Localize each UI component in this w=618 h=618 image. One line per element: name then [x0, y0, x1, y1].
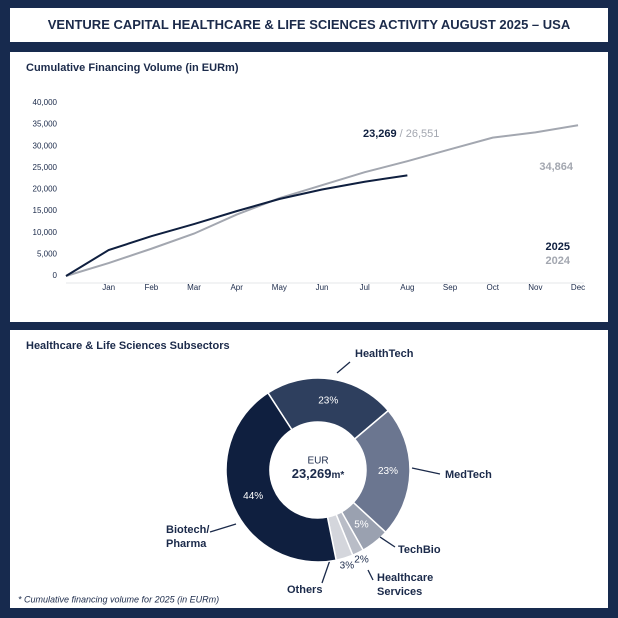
center-value: 23,269m* [292, 466, 345, 481]
series-line [65, 124, 579, 277]
x-tick-label: Apr [230, 283, 243, 292]
footnote: * Cumulative financing volume for 2025 (… [18, 594, 219, 604]
chart-title: Healthcare & Life Sciences Subsectors [26, 340, 230, 352]
x-tick-label: May [272, 283, 287, 292]
legend-entry: 2025 [546, 241, 570, 253]
value-label: 2% [354, 555, 369, 566]
x-tick-label: Jun [316, 283, 329, 292]
x-tick-label: Feb [144, 283, 158, 292]
legend-entry: 2024 [546, 255, 571, 267]
annotation-2025: 23,269 [363, 128, 397, 140]
y-tick-label: 20,000 [33, 185, 58, 194]
category-label: Others [287, 584, 323, 596]
annotation: 23,269/ 26,551 [363, 128, 439, 140]
leader-line [411, 467, 441, 475]
y-tick-label: 35,000 [33, 120, 58, 129]
category-label: Biotech/ Pharma [166, 524, 210, 550]
end-label: 34,864 [539, 161, 574, 173]
value-label: 23% [318, 395, 338, 406]
value-label: 5% [354, 519, 369, 530]
x-tick-label: Sep [443, 283, 458, 292]
value-label: 3% [340, 560, 355, 571]
page-title: VENTURE CAPITAL HEALTHCARE & LIFE SCIENC… [47, 17, 571, 32]
donut-slice [225, 391, 338, 563]
value-label: 44% [243, 491, 263, 502]
x-tick-label: Dec [571, 283, 585, 292]
leader-line [321, 559, 331, 584]
category-label: TechBio [398, 544, 441, 556]
y-tick-label: 10,000 [33, 228, 58, 237]
chart-title: Cumulative Financing Volume (in EURm) [26, 62, 239, 74]
title-box: VENTURE CAPITAL HEALTHCARE & LIFE SCIENC… [10, 8, 608, 42]
y-tick-label: 40,000 [33, 98, 58, 107]
leader-line [367, 569, 374, 581]
leader-line [209, 523, 237, 533]
line-panel [10, 52, 608, 322]
y-tick-label: 5,000 [37, 249, 58, 258]
y-tick-label: 0 [53, 271, 58, 280]
category-label: MedTech [445, 469, 492, 481]
leader-line [379, 536, 396, 548]
series-line [65, 174, 408, 277]
y-tick-label: 25,000 [33, 163, 58, 172]
value-label: 23% [378, 466, 398, 477]
category-label: Healthcare Services [377, 572, 434, 598]
x-tick-label: Aug [400, 283, 414, 292]
x-tick-label: Oct [486, 283, 499, 292]
y-tick-label: 15,000 [33, 206, 58, 215]
center-unit: m* [331, 470, 344, 481]
x-tick-label: Nov [528, 283, 542, 292]
category-label: HealthTech [355, 348, 414, 360]
leader-line [336, 361, 351, 374]
x-tick-label: Jan [102, 283, 115, 292]
x-tick-label: Mar [187, 283, 201, 292]
center-label: EUR [307, 456, 328, 467]
x-tick-label: Jul [360, 283, 370, 292]
center-number: 23,269 [292, 466, 332, 481]
annotation-2024: / 26,551 [400, 128, 440, 140]
y-tick-label: 30,000 [33, 141, 58, 150]
